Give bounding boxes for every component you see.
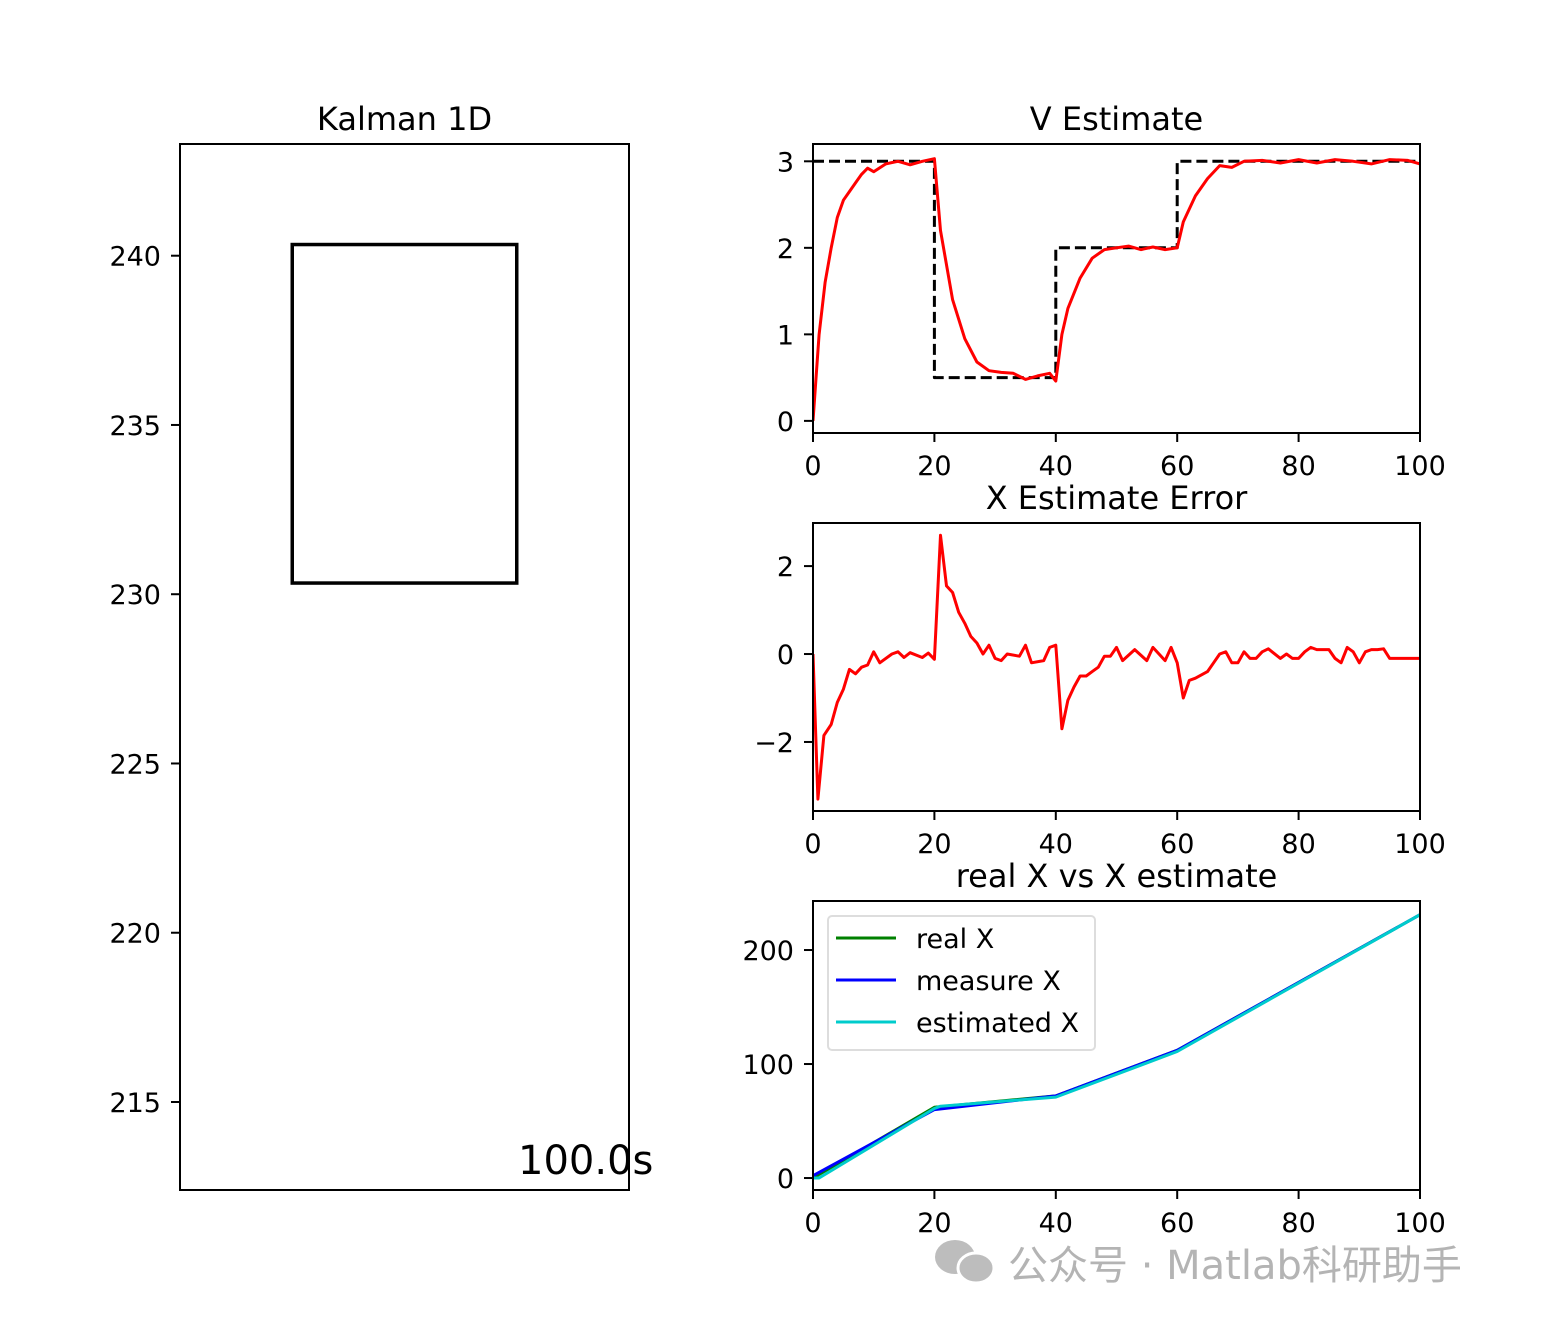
y-tick-label: 0 (777, 640, 794, 671)
axes-4: real X vs X estimate 0 100 200 0 20 40 60 80 100 r… (742, 857, 1445, 1239)
x-tick-label: 20 (917, 829, 951, 860)
axes-frame (812, 143, 1421, 434)
x-tick-label: 80 (1281, 451, 1315, 482)
chart-title: real X vs X estimate (956, 857, 1278, 895)
x-tick-label: 20 (917, 1208, 951, 1239)
x-tick-label: 60 (1160, 829, 1194, 860)
legend-box (827, 915, 1096, 1051)
y-tick-label: 2 (777, 234, 794, 265)
series-line-estimated-v (813, 157, 1420, 422)
x-tick-label: 40 (1039, 829, 1073, 860)
y-tick-label: 240 (109, 242, 161, 273)
x-tick-label: 40 (1039, 1208, 1073, 1239)
watermark-text: 公众号 · Matlab科研助手 (1008, 1243, 1462, 1289)
chart-title: V Estimate (1030, 100, 1203, 138)
x-tick-label: 0 (804, 829, 821, 860)
watermark: 公众号 · Matlab科研助手 (935, 1240, 1462, 1289)
y-tick-label: 100 (742, 1050, 794, 1081)
y-tick-label: 225 (109, 749, 161, 780)
axes-2: V Estimate 0 1 2 3 0 20 40 60 80 100 (777, 100, 1446, 482)
series-line-real-v (813, 159, 1420, 380)
y-tick-label: 0 (777, 407, 794, 438)
chart-title: X Estimate Error (986, 479, 1248, 517)
x-tick-label: 0 (804, 451, 821, 482)
y-tick-label: 200 (742, 936, 794, 967)
legend-label: measure X (916, 966, 1061, 997)
y-tick-label: 3 (777, 147, 794, 178)
legend: real X measure X estimated X (827, 915, 1096, 1051)
y-tick-label: 2 (777, 552, 794, 583)
y-tick-label: 215 (109, 1088, 161, 1119)
y-tick-label: 235 (109, 411, 161, 442)
y-tick-label: 230 (109, 580, 161, 611)
y-tick-label: −2 (754, 728, 794, 759)
x-tick-label: 60 (1160, 1208, 1194, 1239)
axes-1: Kalman 1D 215 220 225 230 235 240 100.0s (109, 100, 653, 1191)
x-tick-label: 80 (1281, 829, 1315, 860)
chart-title: Kalman 1D (317, 100, 492, 138)
axes-frame (179, 143, 630, 1191)
x-tick-label: 40 (1039, 451, 1073, 482)
x-tick-label: 20 (917, 451, 951, 482)
y-tick-label: 220 (109, 919, 161, 950)
x-tick-label: 60 (1160, 451, 1194, 482)
legend-label: real X (916, 924, 994, 955)
time-annotation: 100.0s (518, 1138, 653, 1184)
x-tick-label: 80 (1281, 1208, 1315, 1239)
series-line-x-error (813, 533, 1420, 801)
x-tick-label: 100 (1394, 829, 1446, 860)
y-tick-label: 0 (777, 1164, 794, 1195)
legend-label: estimated X (916, 1008, 1079, 1039)
axes-frame (812, 522, 1421, 812)
x-tick-label: 100 (1394, 451, 1446, 482)
axes-frame (812, 900, 1421, 1191)
y-tick-label: 1 (777, 320, 794, 351)
wechat-icon (935, 1240, 996, 1285)
x-tick-label: 0 (804, 1208, 821, 1239)
rectangle-mark (290, 242, 519, 585)
series-line-estimated-x (813, 913, 1420, 1180)
x-tick-label: 100 (1394, 1208, 1446, 1239)
